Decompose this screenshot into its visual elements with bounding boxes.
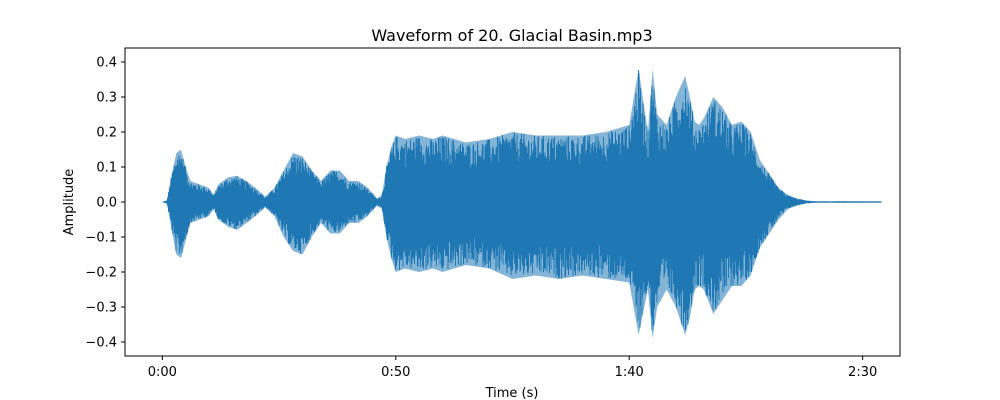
x-tick-label: 2:30	[848, 365, 877, 380]
y-tick-label: −0.1	[85, 231, 117, 246]
y-tick-label: 0.3	[96, 91, 117, 106]
x-tick-label: 1:40	[615, 365, 644, 380]
y-tick-label: −0.4	[85, 336, 117, 351]
y-tick-label: 0.1	[96, 161, 117, 176]
y-axis-label: Amplitude	[62, 169, 77, 236]
y-tick-label: 0.0	[96, 196, 117, 211]
plot-area	[162, 69, 882, 339]
y-tick-label: −0.2	[85, 266, 117, 281]
waveform-series-0	[162, 70, 882, 331]
chart-title: Waveform of 20. Glacial Basin.mp3	[371, 26, 652, 45]
x-axis-label: Time (s)	[485, 386, 539, 400]
x-tick-label: 0:00	[148, 365, 177, 380]
y-tick-label: −0.3	[85, 301, 117, 316]
y-tick-label: 0.4	[96, 56, 117, 71]
y-axis: 0.4 0.3 0.2 0.1 0.0 −0.1 −0.2 −0.3 −0.4	[85, 56, 125, 351]
x-tick-label: 0:50	[381, 365, 410, 380]
y-tick-label: 0.2	[96, 126, 117, 141]
x-axis: 0:00 0:50 1:40 2:30	[148, 356, 877, 380]
